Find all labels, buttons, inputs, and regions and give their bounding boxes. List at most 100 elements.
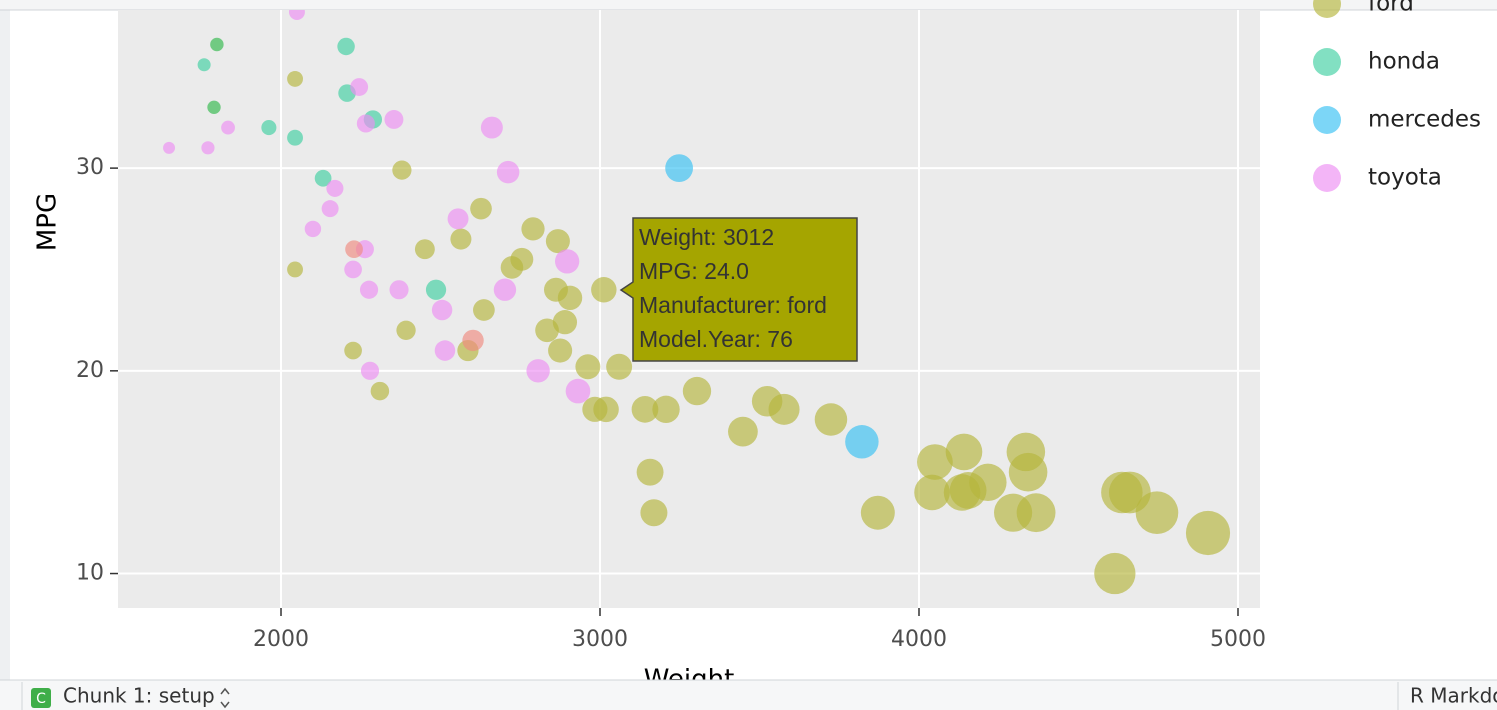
data-point	[197, 58, 211, 72]
doc-mode[interactable]: R Markdo	[1410, 684, 1497, 708]
data-point	[434, 340, 456, 361]
data-point	[768, 393, 800, 425]
data-point	[356, 114, 375, 133]
left-gutter	[0, 0, 10, 680]
data-point	[392, 160, 412, 180]
data-point	[287, 129, 303, 146]
y-axis-title: MPG	[33, 193, 63, 251]
legend-label: mercedes	[1368, 107, 1481, 133]
data-point	[814, 403, 848, 436]
data-point	[665, 154, 694, 183]
data-point	[473, 299, 495, 321]
data-point	[914, 474, 950, 511]
data-point	[1016, 493, 1056, 533]
data-point	[326, 179, 344, 197]
tooltip-line: Weight: 3012	[639, 224, 774, 250]
data-point	[210, 37, 224, 52]
data-point	[1008, 452, 1048, 492]
y-tick-label: 20	[76, 358, 104, 383]
data-point	[221, 120, 235, 135]
data-point	[350, 78, 369, 96]
data-point	[860, 495, 895, 530]
legend-swatch	[1313, 164, 1341, 192]
toolbar	[0, 0, 1497, 10]
data-point	[640, 499, 668, 527]
data-point	[552, 310, 578, 335]
data-point	[201, 141, 215, 155]
data-point	[304, 220, 322, 238]
data-point	[545, 229, 570, 254]
data-point	[360, 361, 380, 380]
data-point	[470, 197, 492, 220]
data-point	[389, 280, 409, 300]
legend-swatch	[1313, 106, 1341, 134]
x-tick-label: 3000	[572, 627, 628, 652]
data-point	[493, 278, 517, 301]
data-point	[554, 249, 580, 274]
data-point	[447, 208, 469, 230]
tooltip-line: Model.Year: 76	[639, 326, 793, 352]
x-tick-label: 4000	[891, 627, 947, 652]
data-point	[207, 100, 221, 114]
legend-swatch	[1313, 48, 1341, 76]
legend-label: toyota	[1368, 165, 1442, 191]
chunk-arrows[interactable]	[220, 687, 230, 709]
data-point	[321, 200, 339, 218]
x-tick-label: 2000	[253, 627, 309, 652]
data-point	[945, 433, 983, 471]
data-point	[396, 320, 416, 340]
data-point	[359, 280, 379, 299]
data-point	[606, 353, 633, 380]
legend-label: honda	[1368, 49, 1440, 75]
data-point	[631, 395, 659, 423]
chunk-icon	[31, 688, 51, 708]
data-point	[521, 217, 545, 241]
data-point	[450, 228, 472, 250]
data-point	[565, 378, 591, 404]
data-point	[462, 329, 484, 352]
data-point	[526, 359, 550, 383]
data-point	[969, 463, 1007, 501]
data-point	[1185, 510, 1231, 556]
data-point	[593, 396, 619, 423]
chunk-label[interactable]: Chunk 1: setup	[63, 684, 215, 708]
data-point	[480, 116, 503, 139]
data-point	[287, 70, 303, 87]
tooltip-line: Manufacturer: ford	[639, 292, 827, 318]
data-point	[370, 381, 390, 401]
data-point	[510, 247, 534, 271]
data-point	[314, 169, 332, 187]
data-point	[652, 395, 680, 424]
status-bar	[0, 680, 1497, 710]
data-point	[337, 37, 355, 56]
data-point	[261, 120, 277, 136]
data-point	[1094, 552, 1136, 595]
tooltip-line: MPG: 24.0	[639, 258, 749, 284]
data-point	[288, 10, 305, 20]
x-tick-label: 5000	[1210, 627, 1266, 652]
y-tick-label: 10	[76, 561, 104, 586]
data-point	[414, 239, 435, 260]
data-point	[1135, 491, 1179, 535]
data-point	[425, 279, 447, 300]
data-point	[345, 240, 363, 259]
chunk-icon-label: C	[36, 691, 46, 707]
data-point	[728, 416, 758, 447]
data-point	[636, 458, 664, 486]
tooltip-box	[619, 217, 858, 362]
data-point	[344, 260, 362, 279]
data-point	[287, 261, 303, 278]
data-point	[591, 277, 617, 303]
data-point	[845, 425, 879, 459]
data-point	[496, 160, 520, 184]
legend-swatch	[1313, 0, 1341, 18]
data-point	[431, 299, 453, 321]
data-point	[163, 141, 176, 154]
data-point	[575, 354, 601, 380]
data-point	[344, 341, 362, 360]
data-point	[548, 338, 573, 363]
data-point	[384, 109, 404, 129]
data-point	[535, 318, 559, 343]
